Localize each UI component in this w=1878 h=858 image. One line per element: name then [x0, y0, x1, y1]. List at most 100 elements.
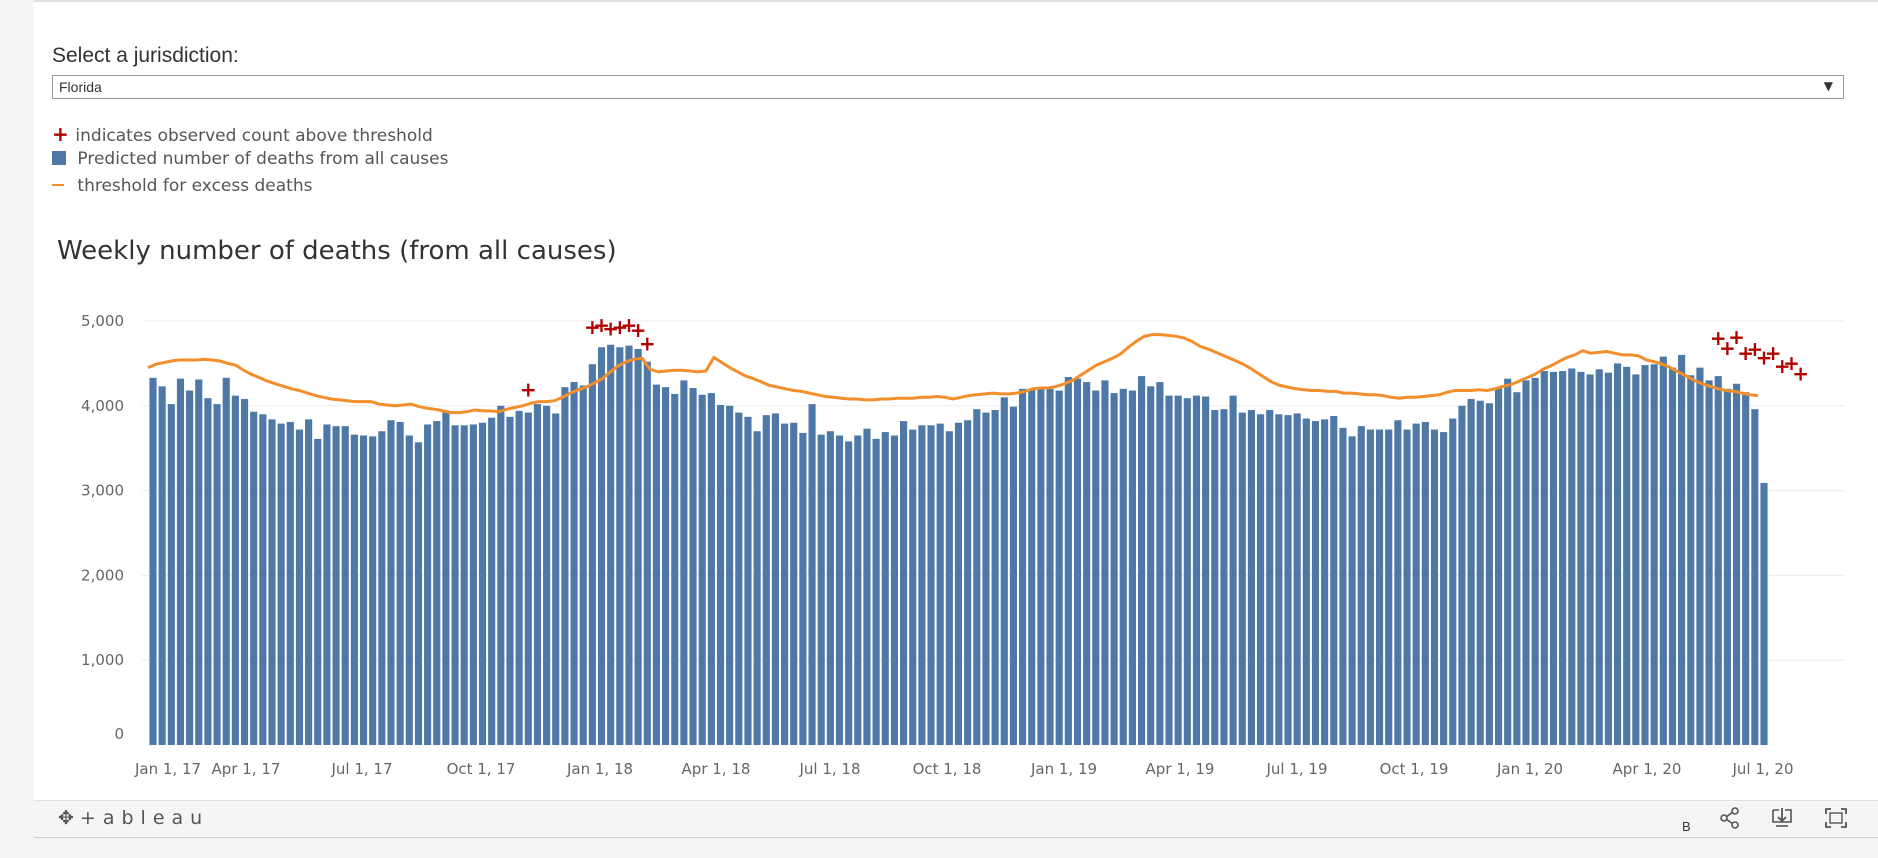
- bar[interactable]: [1311, 421, 1320, 745]
- bar[interactable]: [872, 438, 880, 745]
- bar[interactable]: [506, 416, 514, 745]
- bar[interactable]: [259, 414, 267, 745]
- bar[interactable]: [1568, 368, 1576, 745]
- bar[interactable]: [204, 398, 212, 745]
- bar[interactable]: [863, 428, 871, 745]
- bar[interactable]: [1494, 387, 1503, 745]
- bar[interactable]: [1650, 364, 1658, 745]
- bar[interactable]: [1641, 365, 1649, 745]
- bar[interactable]: [1284, 415, 1292, 745]
- bar[interactable]: [1385, 429, 1393, 745]
- bar[interactable]: [1412, 423, 1420, 745]
- bar[interactable]: [1266, 410, 1274, 745]
- above-threshold-marker[interactable]: +: [630, 318, 647, 342]
- bar[interactable]: [625, 345, 633, 745]
- bar[interactable]: [186, 390, 194, 745]
- bar[interactable]: [332, 426, 340, 745]
- bar[interactable]: [213, 404, 221, 745]
- bar[interactable]: [753, 431, 761, 745]
- bar[interactable]: [1147, 386, 1155, 745]
- bar[interactable]: [890, 435, 898, 745]
- bar[interactable]: [808, 404, 816, 745]
- bar[interactable]: [433, 421, 441, 745]
- above-threshold-marker[interactable]: +: [584, 315, 601, 339]
- bar[interactable]: [1595, 369, 1603, 745]
- bar[interactable]: [1659, 356, 1667, 745]
- bar[interactable]: [973, 409, 981, 745]
- bar[interactable]: [1028, 388, 1036, 745]
- bar[interactable]: [1101, 380, 1109, 745]
- above-threshold-marker[interactable]: +: [602, 316, 619, 340]
- bar[interactable]: [1714, 376, 1722, 745]
- bar[interactable]: [854, 435, 862, 745]
- bar[interactable]: [1247, 410, 1255, 745]
- bar[interactable]: [158, 386, 166, 745]
- bar[interactable]: [1549, 371, 1558, 745]
- bar[interactable]: [396, 421, 404, 745]
- bar[interactable]: [1430, 429, 1439, 745]
- above-threshold-marker[interactable]: +: [1728, 325, 1745, 349]
- above-threshold-marker[interactable]: +: [621, 313, 638, 337]
- bar[interactable]: [1092, 390, 1100, 745]
- bar[interactable]: [1751, 409, 1759, 745]
- bar[interactable]: [954, 422, 963, 745]
- bar[interactable]: [680, 380, 688, 745]
- bar[interactable]: [607, 344, 615, 745]
- above-threshold-marker[interactable]: +: [1710, 326, 1727, 350]
- bar[interactable]: [1723, 388, 1731, 745]
- bar[interactable]: [1156, 382, 1164, 745]
- bar[interactable]: [1586, 374, 1594, 745]
- bar[interactable]: [1137, 376, 1146, 745]
- above-threshold-marker[interactable]: +: [520, 378, 537, 402]
- bar[interactable]: [1394, 420, 1402, 745]
- bar[interactable]: [543, 405, 551, 745]
- bar[interactable]: [1357, 426, 1365, 745]
- bar[interactable]: [726, 405, 734, 745]
- bar[interactable]: [597, 347, 606, 745]
- bar[interactable]: [1458, 405, 1466, 745]
- threshold-line[interactable]: [147, 333, 1759, 415]
- bar[interactable]: [451, 425, 459, 745]
- bar[interactable]: [176, 378, 185, 745]
- bar[interactable]: [561, 387, 569, 745]
- bar[interactable]: [1229, 395, 1237, 745]
- bar[interactable]: [414, 442, 423, 745]
- fullscreen-icon[interactable]: [1824, 807, 1848, 829]
- bar[interactable]: [735, 412, 743, 745]
- bar[interactable]: [268, 419, 276, 745]
- download-icon[interactable]: [1770, 807, 1794, 829]
- bar[interactable]: [341, 426, 349, 745]
- bar[interactable]: [497, 405, 505, 745]
- bar[interactable]: [286, 421, 294, 745]
- bar[interactable]: [305, 419, 313, 745]
- bar[interactable]: [1220, 409, 1228, 745]
- bar[interactable]: [1202, 396, 1210, 745]
- bar[interactable]: [616, 347, 624, 745]
- bar[interactable]: [1449, 418, 1457, 745]
- bar[interactable]: [524, 412, 532, 745]
- bar[interactable]: [1339, 427, 1347, 745]
- bar[interactable]: [579, 385, 587, 745]
- bar[interactable]: [588, 364, 596, 745]
- bar[interactable]: [909, 429, 917, 745]
- bar[interactable]: [350, 434, 358, 745]
- bar[interactable]: [250, 411, 258, 745]
- bar[interactable]: [781, 423, 789, 745]
- above-threshold-marker[interactable]: +: [1756, 345, 1773, 369]
- bar[interactable]: [1174, 395, 1182, 745]
- bar[interactable]: [1632, 374, 1640, 745]
- bar[interactable]: [1604, 372, 1612, 745]
- dropdown-arrow-icon[interactable]: ▼: [1823, 79, 1833, 93]
- bar[interactable]: [1037, 388, 1045, 745]
- bar[interactable]: [707, 393, 715, 745]
- bar[interactable]: [405, 435, 413, 745]
- bar[interactable]: [927, 425, 935, 745]
- bar[interactable]: [1504, 378, 1512, 745]
- bar[interactable]: [1348, 436, 1356, 745]
- bar[interactable]: [369, 436, 377, 745]
- bar[interactable]: [1668, 367, 1677, 745]
- bar[interactable]: [1375, 429, 1384, 745]
- bar[interactable]: [167, 404, 175, 745]
- bar[interactable]: [918, 425, 926, 745]
- share-icon[interactable]: [1718, 807, 1742, 829]
